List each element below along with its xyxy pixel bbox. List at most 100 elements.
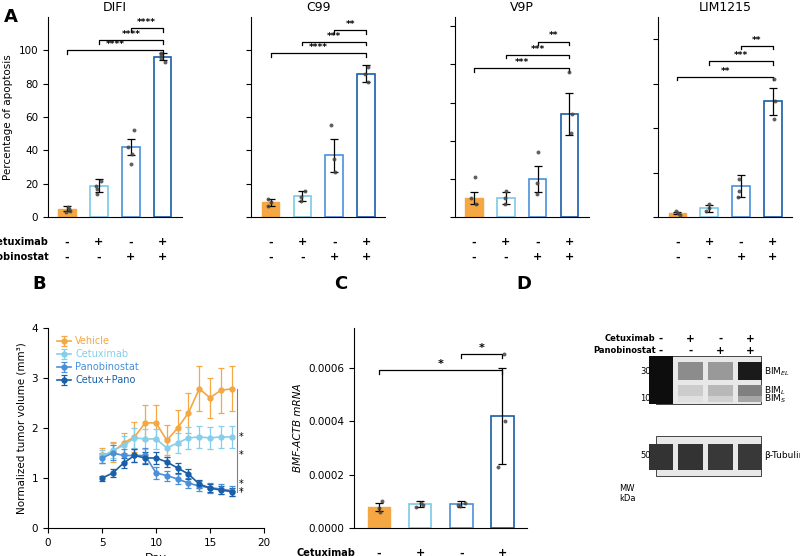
Text: +: +: [565, 252, 574, 262]
Bar: [491, 416, 514, 528]
Point: [492, 462, 505, 471]
Text: +: +: [415, 548, 425, 556]
Bar: [764, 101, 782, 217]
Text: Cetuximab: Cetuximab: [605, 334, 656, 342]
Bar: [90, 186, 108, 217]
Text: -: -: [738, 237, 743, 247]
Bar: [678, 385, 703, 396]
Text: +: +: [686, 334, 695, 344]
Text: **: **: [549, 32, 558, 41]
Bar: [738, 385, 762, 396]
Bar: [154, 57, 171, 217]
Bar: [708, 444, 733, 470]
Title: LIM1215: LIM1215: [698, 1, 751, 14]
Text: +: +: [498, 548, 507, 556]
Text: BIM$_{S}$: BIM$_{S}$: [764, 393, 786, 405]
Point: [702, 200, 715, 208]
Point: [154, 49, 167, 58]
Point: [531, 148, 544, 157]
Text: +: +: [705, 237, 714, 247]
Text: MW
kDa: MW kDa: [619, 484, 635, 504]
Point: [374, 508, 386, 517]
Text: +: +: [158, 237, 167, 247]
Text: -: -: [65, 252, 70, 262]
Bar: [358, 73, 375, 217]
Bar: [368, 507, 390, 528]
Point: [498, 417, 511, 426]
Bar: [529, 179, 546, 217]
Text: +: +: [746, 346, 754, 356]
Text: *: *: [238, 432, 243, 442]
Text: -: -: [459, 548, 463, 556]
Text: A: A: [4, 8, 18, 26]
Point: [733, 186, 746, 195]
Point: [63, 206, 76, 215]
Text: β-Tubulin: β-Tubulin: [764, 451, 800, 460]
Point: [566, 110, 579, 118]
Point: [767, 75, 780, 83]
Point: [329, 168, 342, 177]
Bar: [561, 114, 578, 217]
Point: [702, 204, 715, 213]
Bar: [649, 385, 673, 396]
Text: -: -: [97, 252, 102, 262]
Point: [154, 51, 167, 59]
Text: -: -: [535, 237, 540, 247]
Text: -: -: [689, 346, 693, 356]
Text: ****: ****: [309, 43, 328, 52]
Bar: [656, 356, 761, 404]
Text: *: *: [238, 479, 243, 489]
Text: -: -: [707, 252, 711, 262]
Text: -: -: [268, 252, 273, 262]
Text: *: *: [438, 359, 444, 369]
Text: Cetuximab: Cetuximab: [0, 237, 49, 247]
Text: -: -: [332, 237, 337, 247]
Point: [732, 193, 745, 202]
Point: [127, 126, 140, 135]
Text: *: *: [238, 450, 243, 460]
Text: +: +: [716, 346, 725, 356]
Text: -: -: [300, 252, 305, 262]
Text: -: -: [503, 252, 508, 262]
Text: **: **: [752, 36, 762, 44]
Bar: [326, 156, 343, 217]
Y-axis label: Normalized tumor volume (mm³): Normalized tumor volume (mm³): [16, 342, 26, 514]
Point: [670, 206, 682, 215]
Text: ****: ****: [138, 18, 156, 27]
Text: +: +: [746, 334, 754, 344]
Bar: [294, 196, 311, 217]
Text: +: +: [362, 237, 370, 247]
Point: [262, 195, 274, 203]
Point: [375, 497, 388, 506]
Point: [359, 69, 372, 78]
Text: *: *: [238, 486, 243, 497]
Text: BIM$_{EL}$: BIM$_{EL}$: [764, 365, 790, 378]
Text: +: +: [565, 237, 574, 247]
Point: [451, 500, 464, 509]
Point: [294, 196, 307, 205]
Point: [453, 502, 466, 511]
Text: -: -: [675, 237, 680, 247]
Title: V9P: V9P: [510, 1, 534, 14]
Title: DIFI: DIFI: [103, 1, 127, 14]
Text: D: D: [516, 275, 531, 293]
Point: [325, 121, 338, 130]
Bar: [262, 202, 279, 217]
Point: [158, 57, 171, 66]
Text: C: C: [334, 275, 348, 293]
Title: C99: C99: [306, 1, 330, 14]
Point: [671, 208, 684, 217]
Bar: [649, 396, 673, 402]
Text: ****: ****: [106, 40, 125, 49]
Point: [674, 211, 687, 220]
Bar: [122, 147, 139, 217]
Text: Panobinostat: Panobinostat: [593, 346, 656, 355]
Point: [767, 115, 780, 123]
Text: -: -: [377, 548, 382, 556]
Text: +: +: [768, 237, 778, 247]
Text: 30: 30: [640, 367, 650, 376]
Bar: [708, 396, 733, 402]
Point: [416, 501, 429, 510]
Bar: [738, 444, 762, 470]
Legend: Vehicle, Cetuximab, Panobinostat, Cetux+Pano: Vehicle, Cetuximab, Panobinostat, Cetux+…: [53, 332, 143, 389]
